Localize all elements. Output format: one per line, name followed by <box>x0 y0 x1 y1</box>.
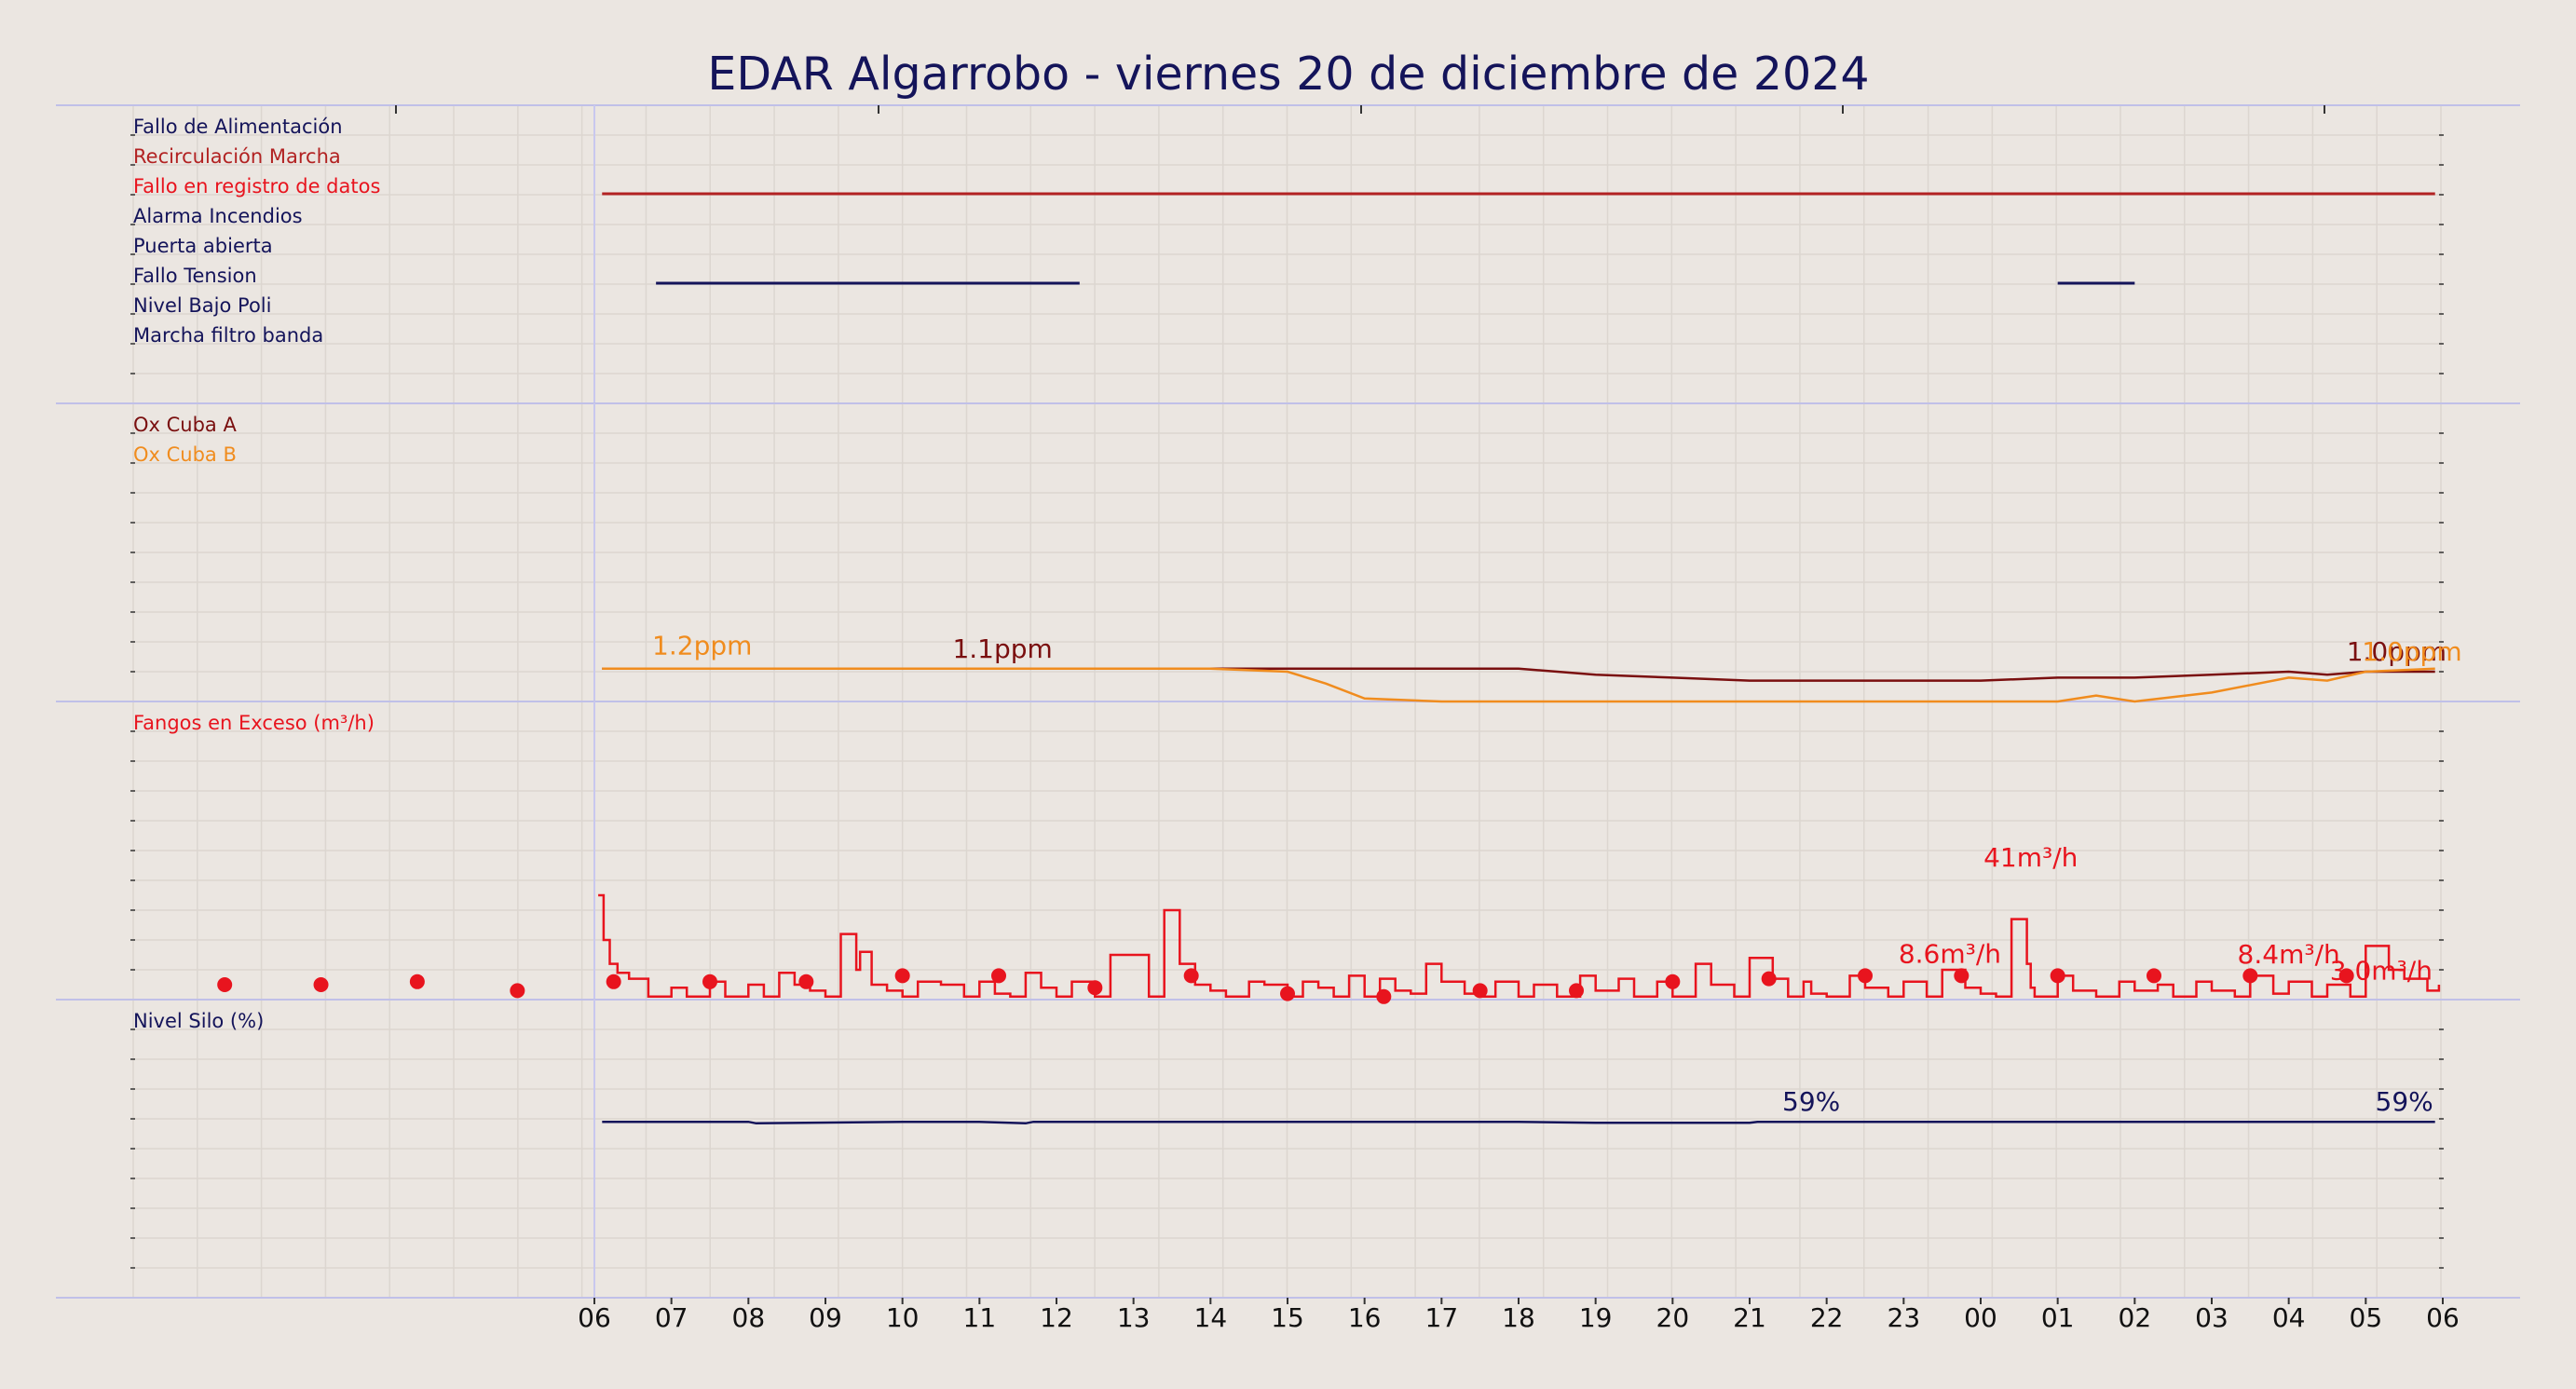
x-tick-label: 12 <box>1040 1302 1073 1333</box>
panel-frames <box>56 104 2520 1299</box>
x-tick-label: 08 <box>732 1302 766 1333</box>
x-tick-label: 11 <box>963 1302 997 1333</box>
legend-label: Recirculación Marcha <box>133 145 341 168</box>
series-line <box>602 1120 2435 1125</box>
scatter-point <box>894 968 910 984</box>
legend-label: Fangos en Exceso (m³/h) <box>133 712 375 734</box>
x-tick-label: 21 <box>1733 1302 1766 1333</box>
x-tick-label: 20 <box>1656 1302 1690 1333</box>
scatter-point <box>2147 968 2161 984</box>
legend-label: Fallo de Alimentación <box>133 116 343 138</box>
data-label: 1.2ppm <box>652 631 752 661</box>
x-tick-label: 19 <box>1579 1302 1613 1333</box>
x-tick-label: 16 <box>1348 1302 1382 1333</box>
x-tick-label: 06 <box>2426 1302 2460 1333</box>
scatter-point <box>2050 968 2065 984</box>
x-tick-label: 03 <box>2195 1302 2228 1333</box>
x-tick-label: 15 <box>1271 1302 1304 1333</box>
x-tick-label: 14 <box>1194 1302 1228 1333</box>
legend-label: Fallo Tension <box>133 265 257 287</box>
scatter-point <box>702 974 717 989</box>
data-label: 1.0ppm <box>2347 636 2447 667</box>
scatter-point <box>991 968 1006 984</box>
grid <box>130 104 2444 1299</box>
x-tick-label: 04 <box>2272 1302 2306 1333</box>
scatter-point <box>1569 983 1584 999</box>
data-label: 8.4m³/h <box>2238 939 2340 970</box>
x-tick-label: 17 <box>1425 1302 1459 1333</box>
x-tick-label: 13 <box>1117 1302 1151 1333</box>
scatter-point <box>1280 986 1295 1001</box>
data-label: 41m³/h <box>1983 842 2078 873</box>
series-line <box>598 893 2441 999</box>
x-tick-label: 01 <box>2041 1302 2075 1333</box>
legend-label: Ox Cuba B <box>133 443 237 466</box>
scatter-point <box>1183 968 1199 984</box>
scatter-point <box>1858 968 1873 984</box>
x-tick-label: 09 <box>809 1302 842 1333</box>
data-label: 8.6m³/h <box>1899 938 2001 969</box>
legend: Fallo de Alimentación Recirculación March… <box>133 116 380 1032</box>
scatter-point <box>2242 968 2258 984</box>
scatter-point <box>606 974 621 989</box>
legend-label: Nivel Bajo Poli <box>133 294 271 317</box>
data-label: 59% <box>1782 1086 1840 1117</box>
data-label: 59% <box>2376 1086 2433 1117</box>
scatter-point <box>1665 974 1681 989</box>
chart-title: EDAR Algarrobo - viernes 20 de diciembre… <box>707 48 1869 101</box>
scatter-point <box>798 974 814 989</box>
scatter-point <box>1761 971 1777 987</box>
x-tick-label: 18 <box>1502 1302 1535 1333</box>
legend-label: Fallo en registro de datos <box>133 175 380 197</box>
legend-label: Nivel Silo (%) <box>133 1010 264 1032</box>
x-axis-ticks: 06 07 08 09 10 11 12 13 14 15 16 17 18 19 20 21 22 23 00 01… <box>578 1298 2460 1333</box>
scatter-point <box>217 977 233 992</box>
x-tick-label: 00 <box>1964 1302 1997 1333</box>
x-tick-label: 10 <box>886 1302 920 1333</box>
scatter-point <box>2338 968 2354 984</box>
scatter-point <box>510 983 525 999</box>
scatter-point <box>409 974 425 989</box>
series-layer <box>217 192 2441 1125</box>
x-tick-label: 22 <box>1810 1302 1844 1333</box>
x-tick-label: 23 <box>1888 1302 1921 1333</box>
legend-label: Alarma Incendios <box>133 205 303 227</box>
legend-label: Puerta abierta <box>133 235 273 257</box>
x-tick-label: 07 <box>655 1302 688 1333</box>
data-label: 1.1ppm <box>952 633 1052 664</box>
series-line <box>602 667 2435 703</box>
legend-label: Ox Cuba A <box>133 414 237 436</box>
scatter-point <box>1376 988 1392 1004</box>
series-line <box>602 667 2435 682</box>
scatter-point <box>1954 968 1969 984</box>
x-tick-label: 06 <box>578 1302 611 1333</box>
scatter-point <box>1087 980 1103 996</box>
data-label: 1.0ppm <box>2362 636 2461 667</box>
x-tick-label: 02 <box>2119 1302 2152 1333</box>
x-tick-label: 05 <box>2350 1302 2383 1333</box>
scatter-point <box>1472 983 1488 999</box>
scatter-point <box>313 977 329 992</box>
legend-label: Marcha filtro banda <box>133 324 323 347</box>
data-label: 3.0m³/h <box>2330 955 2433 986</box>
